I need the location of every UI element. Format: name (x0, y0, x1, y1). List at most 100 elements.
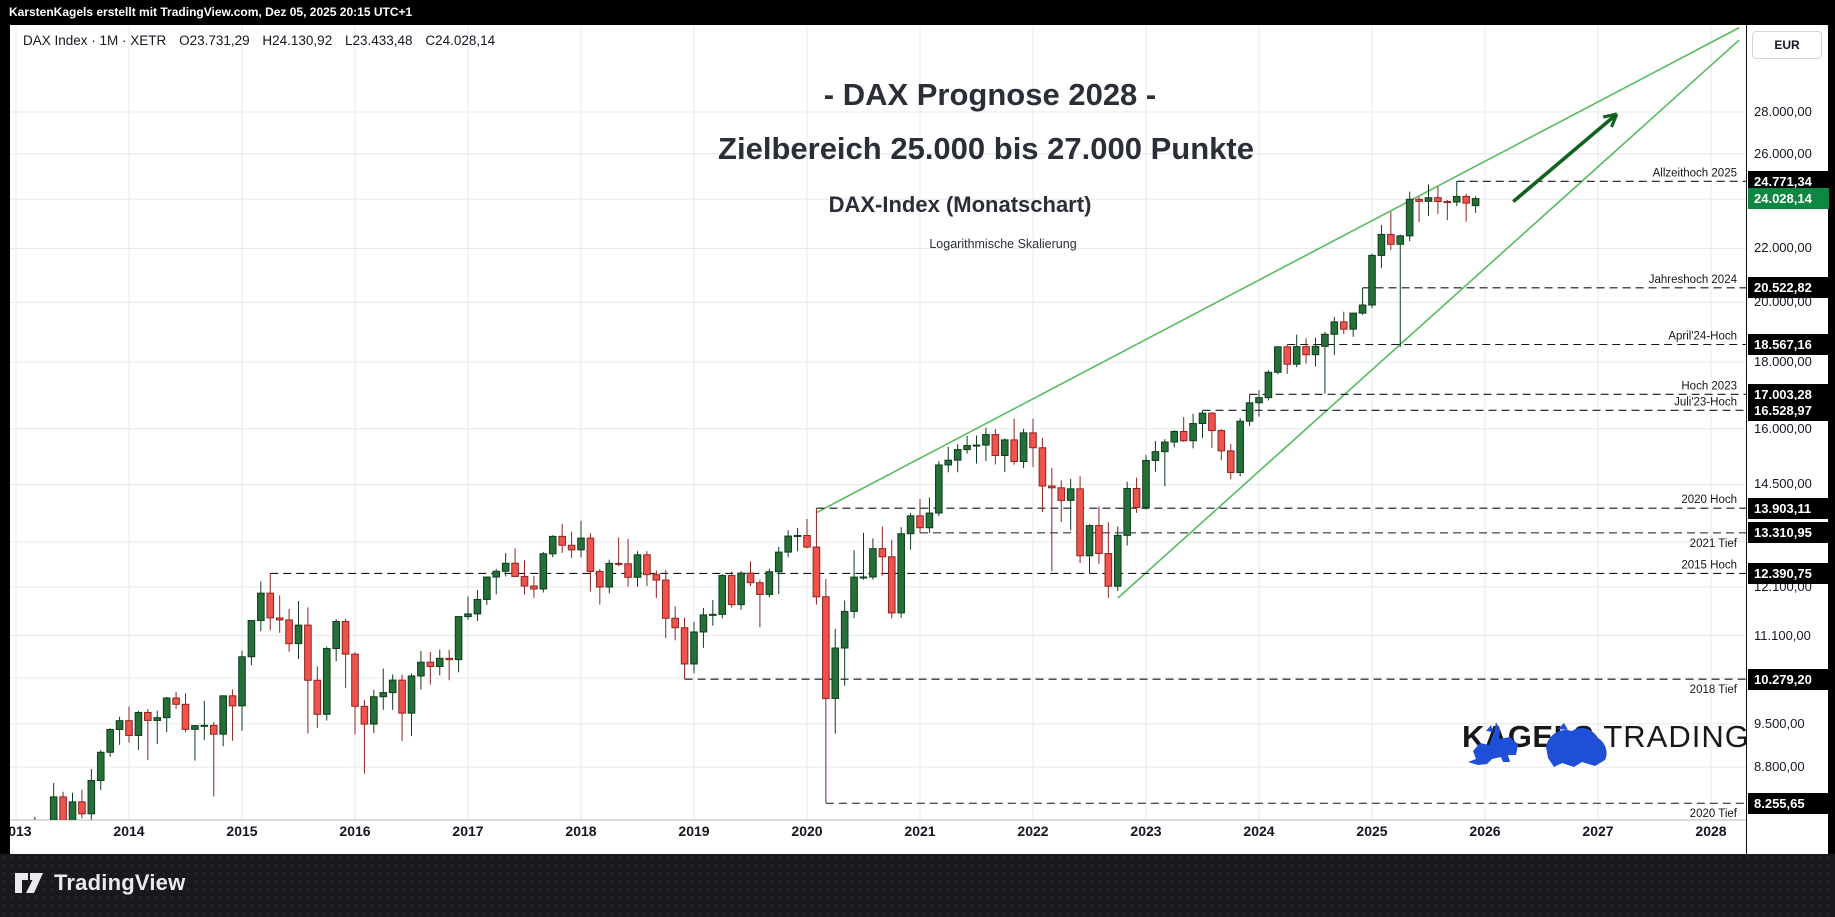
candle (596, 568, 604, 605)
candle (49, 782, 58, 820)
candle (586, 533, 595, 592)
candle (294, 600, 303, 659)
price-tick: 9.500,00 (1754, 715, 1805, 731)
candle (812, 508, 821, 605)
lower-wedge-line[interactable] (1117, 39, 1740, 599)
candle (614, 537, 623, 567)
candle (1245, 394, 1254, 427)
bull-and-bear-icon (1468, 722, 1607, 767)
candle (916, 499, 924, 533)
candle (247, 620, 256, 666)
candle (125, 706, 133, 743)
year-label: 2016 (339, 823, 370, 839)
candle (718, 574, 727, 619)
upper-wedge-line[interactable] (816, 26, 1740, 514)
candle (1424, 184, 1433, 217)
candle (388, 674, 397, 710)
currency-button[interactable]: EUR (1752, 31, 1822, 59)
candle (34, 816, 36, 820)
candle (982, 427, 990, 462)
bull-icon (1468, 722, 1518, 765)
ohlc-close: C24.028,14 (425, 33, 496, 48)
candle (793, 527, 802, 552)
price-badge: 13.310,95 (1748, 522, 1829, 544)
level-label: Hoch 2023 (1681, 380, 1737, 392)
chart-plot-area[interactable]: 2013 2014 2015 2016 2017 2018 2019 2020 2021 2022… (10, 25, 1746, 854)
candle (1179, 417, 1188, 442)
candle (1349, 312, 1357, 337)
candle (209, 722, 218, 797)
candle (134, 710, 143, 750)
candle (511, 548, 519, 577)
year-label: 2014 (113, 823, 144, 839)
candle (1019, 428, 1028, 469)
candle (360, 699, 369, 774)
candle (1339, 311, 1348, 335)
price-badge: 17.003,28 (1748, 383, 1829, 405)
price-tick: 16.000,00 (1754, 420, 1812, 436)
year-label: 2028 (1695, 823, 1726, 839)
candle (332, 619, 340, 662)
price-tick: 26.000,00 (1754, 145, 1812, 161)
candle (690, 622, 698, 674)
candle (548, 535, 557, 558)
candle (577, 520, 585, 558)
forecast-arrow[interactable] (1512, 112, 1619, 203)
candle (106, 728, 114, 757)
candle (605, 559, 614, 594)
candle (520, 560, 529, 595)
candle (426, 651, 435, 685)
candle (624, 538, 632, 587)
candle (1396, 234, 1405, 347)
year-label: 2020 (791, 823, 822, 839)
attribution-bar: KarstenKagels erstellt mit TradingView.c… (0, 0, 1835, 25)
candle (737, 571, 745, 610)
candle (1189, 413, 1197, 449)
level-label: 2018 Tief (1690, 684, 1738, 696)
attribution-text: KarstenKagels erstellt mit TradingView.c… (9, 5, 413, 19)
candle (1387, 211, 1395, 250)
candle (1226, 443, 1235, 480)
candle (454, 616, 463, 673)
candle (1057, 480, 1066, 523)
ohlc-open: O23.731,29 (179, 33, 250, 48)
candle (1208, 412, 1216, 448)
price-tick: 28.000,00 (1754, 103, 1812, 119)
candle (115, 716, 124, 745)
candle (1048, 468, 1056, 572)
candle (963, 435, 971, 454)
candle (953, 444, 962, 473)
candle (219, 695, 227, 747)
price-tick: 18.000,00 (1754, 354, 1812, 370)
year-label: 2018 (565, 823, 596, 839)
year-label: 2027 (1582, 823, 1613, 839)
tradingview-logo[interactable]: TradingView (14, 870, 185, 896)
price-badge: 8.255,65 (1748, 792, 1829, 814)
candle (473, 590, 482, 621)
candle (671, 606, 679, 641)
candle (191, 724, 199, 761)
candle (1132, 477, 1141, 513)
bull-horn-icon (1486, 725, 1493, 732)
candle (567, 531, 576, 558)
symbol-title[interactable]: DAX Index · 1M · XETR (23, 33, 167, 48)
candle (1076, 476, 1084, 564)
price-badge: 20.522,82 (1748, 277, 1829, 299)
candle (822, 578, 830, 804)
candle (1123, 481, 1131, 546)
candle (492, 569, 501, 595)
candle (41, 824, 48, 854)
year-label: 2023 (1130, 823, 1161, 839)
symbol-legend: DAX Index · 1M · XETR O23.731,29 H24.130… (23, 33, 504, 48)
candle (351, 652, 359, 735)
candle (322, 646, 331, 721)
candle (869, 538, 877, 580)
candle (379, 668, 388, 710)
candle (1405, 191, 1414, 242)
candle (897, 527, 905, 618)
price-axis[interactable]: EUR 28.000,00 26.000,00 22.000,00 20.000,00… (1746, 25, 1829, 854)
year-label: 2017 (452, 823, 483, 839)
candle (643, 551, 651, 586)
level-label: Juli'23-Hoch (1674, 396, 1737, 408)
year-label: 2022 (1017, 823, 1048, 839)
